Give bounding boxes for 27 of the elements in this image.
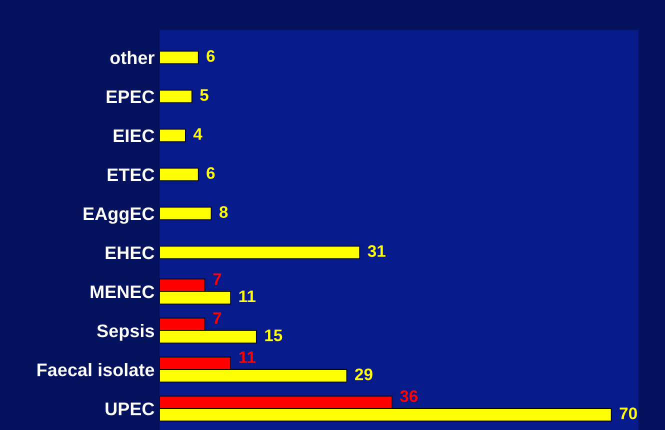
- y-tick-label: EHEC: [106, 246, 154, 260]
- bar: [160, 90, 192, 104]
- data-label: 8: [219, 206, 228, 218]
- data-label: 4: [193, 128, 202, 140]
- y-tick-label: ETEC: [108, 168, 154, 182]
- data-label: 36: [400, 390, 418, 402]
- y-tick-label: MENEC: [90, 285, 154, 298]
- bar: [160, 128, 186, 142]
- y-tick-label: EPEC: [106, 90, 154, 104]
- y-tick-label: EAggEC: [84, 207, 154, 224]
- y-tick-label: other: [110, 50, 154, 64]
- data-label: 5: [200, 89, 208, 101]
- data-label: 11: [239, 351, 256, 363]
- data-label: 7: [213, 312, 222, 324]
- data-label: 11: [239, 290, 256, 302]
- data-label: 6: [206, 50, 215, 62]
- bar: [160, 50, 199, 64]
- data-label: 15: [265, 330, 282, 342]
- data-label: 31: [368, 245, 386, 257]
- y-tick-label: UPEC: [106, 402, 154, 416]
- data-label: 7: [213, 273, 222, 285]
- data-label: 70: [620, 407, 637, 420]
- data-label: 29: [355, 368, 372, 380]
- data-label: 6: [206, 167, 215, 179]
- y-tick-label: EIEC: [114, 129, 154, 142]
- y-tick-label: Faecal isolate: [38, 362, 154, 376]
- y-tick-label: Sepsis: [97, 324, 154, 341]
